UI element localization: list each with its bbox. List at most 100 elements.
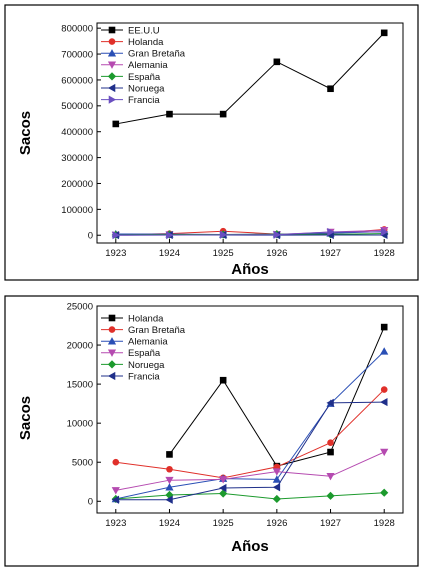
data-point <box>272 475 281 483</box>
y-axis-label: Sacos <box>17 396 34 440</box>
data-point <box>166 110 173 118</box>
data-point <box>327 85 334 93</box>
x-tick-label: 1925 <box>213 518 234 529</box>
data-point <box>272 468 281 476</box>
data-point <box>380 386 388 393</box>
legend-label: Francia <box>128 371 160 382</box>
x-tick-label: 1926 <box>266 518 287 529</box>
y-tick-label: 200000 <box>61 179 93 190</box>
data-point <box>219 110 227 118</box>
y-tick-label: 15000 <box>67 380 93 391</box>
chart-frame <box>4 295 419 567</box>
data-point <box>326 473 335 481</box>
series-line <box>115 389 385 479</box>
data-point <box>112 458 120 466</box>
y-tick-label: 0 <box>88 231 93 242</box>
y-tick-label: 700000 <box>61 49 93 60</box>
x-tick-label: 1928 <box>374 248 395 259</box>
legend-marker <box>107 349 117 357</box>
y-tick-label: 300000 <box>61 153 93 164</box>
data-point <box>112 231 120 240</box>
y-tick-label: 20000 <box>67 340 93 351</box>
data-point <box>219 376 227 384</box>
legend-label: Alemania <box>128 60 168 71</box>
legend-marker <box>108 95 117 104</box>
y-tick-label: 400000 <box>61 127 93 138</box>
x-tick-label: 1924 <box>159 518 180 529</box>
y-tick-label: 500000 <box>61 101 93 112</box>
y-tick-label: 100000 <box>61 205 93 216</box>
legend-label: Noruega <box>128 83 165 94</box>
data-point <box>327 227 335 237</box>
y-tick-label: 600000 <box>61 75 93 86</box>
x-axis-label: Años <box>231 261 269 278</box>
x-tick-label: 1927 <box>320 518 341 529</box>
data-point <box>166 231 174 240</box>
data-point <box>219 476 228 484</box>
legend-label: España <box>128 72 161 83</box>
series-line <box>115 401 385 501</box>
legend-marker <box>107 49 117 57</box>
x-tick-label: 1924 <box>159 248 180 259</box>
data-point <box>111 487 120 495</box>
data-point <box>380 397 388 407</box>
plot-area <box>96 305 404 514</box>
data-point <box>326 491 335 500</box>
legend-marker <box>107 61 117 69</box>
data-point <box>165 490 174 500</box>
data-point <box>327 448 334 456</box>
data-point <box>327 439 334 446</box>
series-España <box>111 448 389 495</box>
legend-label: Gran Bretaña <box>128 49 186 60</box>
y-tick-label: 800000 <box>61 24 93 35</box>
data-point <box>166 451 173 458</box>
legend-label: Francia <box>128 95 160 106</box>
series-Francia <box>112 227 389 240</box>
series-line <box>115 32 385 125</box>
legend-label: España <box>128 348 161 359</box>
x-tick-label: 1927 <box>320 248 341 259</box>
data-point <box>219 483 227 493</box>
chart-2: 0 5000 10000 15000 20000 25000 1923 1924 1925 192… <box>4 295 419 567</box>
series-EE.U.U <box>112 29 388 128</box>
legend-label: Alemania <box>128 337 168 348</box>
data-point <box>380 323 388 331</box>
data-point <box>165 483 174 491</box>
x-tick-label: 1925 <box>213 248 234 259</box>
series-line <box>115 231 385 236</box>
data-point <box>380 347 389 355</box>
legend-label: Holanda <box>128 313 164 324</box>
data-point <box>380 488 389 497</box>
x-tick-label: 1923 <box>105 248 126 259</box>
data-point <box>219 489 228 498</box>
x-axis-label: Años <box>231 538 269 555</box>
series-Francia <box>111 397 388 504</box>
legend-marker <box>108 26 116 34</box>
legend-marker <box>108 38 116 45</box>
data-point <box>219 230 228 239</box>
y-tick-label: 10000 <box>67 419 93 430</box>
legend-label: Holanda <box>128 37 164 48</box>
data-point <box>273 230 281 239</box>
y-tick-label: 5000 <box>72 458 93 469</box>
legend-marker <box>107 360 117 369</box>
data-point <box>380 29 388 37</box>
data-point <box>165 495 173 504</box>
series-line <box>115 451 385 491</box>
series-line <box>115 350 385 500</box>
data-point <box>272 483 281 492</box>
series-line <box>115 492 385 500</box>
y-tick-label: 25000 <box>67 301 93 312</box>
data-point <box>165 476 174 485</box>
data-point <box>380 448 389 457</box>
chart-1: 0 100000 200000 300000 400000 500000 600000 700… <box>4 4 419 281</box>
legend-label: Gran Bretaña <box>128 325 186 336</box>
data-point <box>112 120 120 128</box>
data-point <box>380 227 389 237</box>
y-tick-label: 0 <box>88 497 93 508</box>
x-tick-label: 1928 <box>374 518 395 529</box>
legend-marker <box>108 314 116 322</box>
data-point <box>111 495 120 504</box>
